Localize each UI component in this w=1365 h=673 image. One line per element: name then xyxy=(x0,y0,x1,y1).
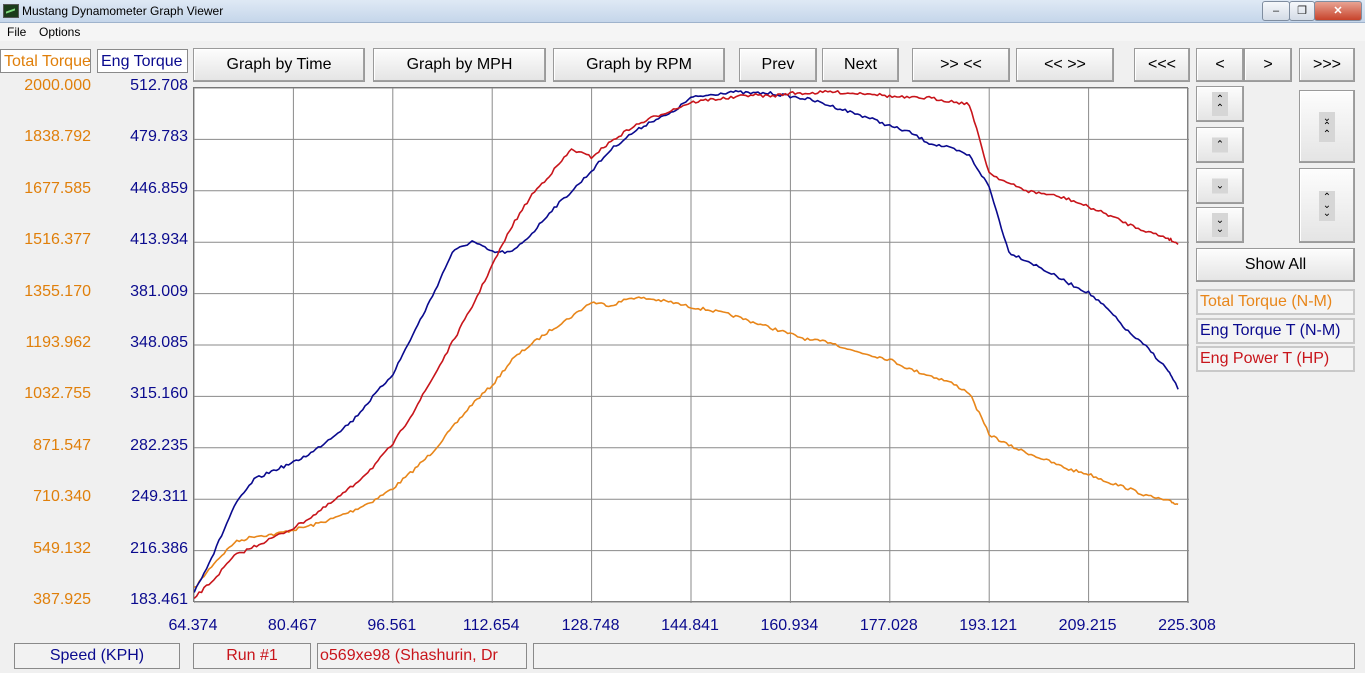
x-tick-label: 96.561 xyxy=(367,617,417,634)
status-extra xyxy=(533,643,1355,669)
right-tick-label: 216.386 xyxy=(130,539,188,557)
right-tick-label: 183.461 xyxy=(130,591,188,608)
x-tick-label: 112.654 xyxy=(462,617,520,634)
x-tick-label: 80.467 xyxy=(267,617,317,634)
run-label[interactable]: Run #1 xyxy=(193,643,311,669)
legend-eng-torque[interactable]: Eng Torque T (N-M) xyxy=(1196,318,1355,344)
title-bar: Mustang Dynamometer Graph Viewer – ❐ ✕ xyxy=(0,0,1365,23)
right-tick-label: 479.783 xyxy=(130,128,188,146)
menu-file[interactable]: File xyxy=(7,25,27,39)
series-line-3 xyxy=(193,89,1179,599)
next-button[interactable]: Next xyxy=(822,48,899,82)
right-tick-label: 282.235 xyxy=(130,436,188,454)
left-tick-label: 1838.792 xyxy=(24,128,91,146)
legend-total-torque[interactable]: Total Torque (N-M) xyxy=(1196,289,1355,315)
x-tick-label: 209.215 xyxy=(1058,617,1117,634)
right-tick-label: 249.311 xyxy=(131,488,188,506)
legend-eng-power[interactable]: Eng Power T (HP) xyxy=(1196,346,1355,372)
left-tick-label: 1516.377 xyxy=(24,231,91,249)
left-tick-label: 1677.585 xyxy=(24,179,91,197)
right-tick-label: 315.160 xyxy=(130,385,188,403)
series-line-2 xyxy=(193,89,1179,593)
right-tick-label: 512.708 xyxy=(130,77,188,94)
left-tick-label: 1032.755 xyxy=(24,385,91,403)
graph-by-time-button[interactable]: Graph by Time xyxy=(193,48,365,82)
window-title: Mustang Dynamometer Graph Viewer xyxy=(22,4,224,18)
left-tick-label: 710.340 xyxy=(33,488,91,506)
show-all-button[interactable]: Show All xyxy=(1196,248,1355,282)
left-axis-header[interactable]: Total Torque xyxy=(0,49,91,73)
menu-bar: File Options xyxy=(0,23,1365,41)
left-tick-label: 2000.000 xyxy=(24,77,91,94)
x-tick-label: 144.841 xyxy=(661,617,719,634)
zoom-in-y-icon: ⌄ ⌃ ⌃ xyxy=(1319,111,1335,142)
left-tick-label: 871.547 xyxy=(33,436,91,454)
scroll-up-button[interactable]: ⌃ xyxy=(1196,127,1244,163)
graph-by-mph-button[interactable]: Graph by MPH xyxy=(373,48,546,82)
left-tick-label: 387.925 xyxy=(33,591,91,608)
last-button[interactable]: >>> xyxy=(1299,48,1355,82)
scroll-down-button[interactable]: ⌄ xyxy=(1196,168,1244,204)
x-tick-label: 177.028 xyxy=(859,617,918,634)
menu-options[interactable]: Options xyxy=(39,25,81,39)
x-axis-label-box[interactable]: Speed (KPH) xyxy=(14,643,180,669)
x-tick-label: 64.374 xyxy=(168,617,218,634)
zoom-in-x-button[interactable]: >> << xyxy=(912,48,1010,82)
vehicle-label[interactable]: o569xe98 (Shashurin, Dr xyxy=(317,643,527,669)
right-tick-label: 381.009 xyxy=(130,282,188,300)
minimize-button[interactable]: – xyxy=(1262,1,1290,21)
first-button[interactable]: <<< xyxy=(1134,48,1190,82)
scroll-up-fast-button[interactable]: ⌃ ⌃ xyxy=(1196,86,1244,122)
x-tick-label: 160.934 xyxy=(760,617,819,634)
x-tick-label: 225.308 xyxy=(1158,617,1216,634)
back-button[interactable]: < xyxy=(1196,48,1244,82)
series-line-1 xyxy=(194,296,1179,588)
right-tick-label: 446.859 xyxy=(130,179,188,197)
left-tick-label: 549.132 xyxy=(33,539,91,557)
right-tick-label: 413.934 xyxy=(130,231,188,249)
left-tick-label: 1355.170 xyxy=(24,282,91,300)
graph-by-rpm-button[interactable]: Graph by RPM xyxy=(553,48,725,82)
zoom-out-x-button[interactable]: << >> xyxy=(1016,48,1114,82)
chevron-down-icon: ⌄ xyxy=(1212,178,1228,194)
app-icon xyxy=(3,4,19,18)
zoom-out-y-button[interactable]: ⌃ ⌄ ⌄ xyxy=(1299,168,1355,243)
prev-button[interactable]: Prev xyxy=(739,48,817,82)
right-axis-header[interactable]: Eng Torque xyxy=(97,49,188,73)
x-tick-label: 128.748 xyxy=(561,617,620,634)
close-button[interactable]: ✕ xyxy=(1314,1,1362,21)
zoom-in-y-button[interactable]: ⌄ ⌃ ⌃ xyxy=(1299,90,1355,163)
zoom-out-y-icon: ⌃ ⌄ ⌄ xyxy=(1319,190,1335,221)
plot-area[interactable] xyxy=(193,87,1189,603)
right-tick-label: 348.085 xyxy=(130,334,188,351)
forward-button[interactable]: > xyxy=(1244,48,1292,82)
maximize-button[interactable]: ❐ xyxy=(1289,1,1315,21)
chevron-up-icon: ⌃ xyxy=(1212,137,1228,153)
scroll-down-fast-button[interactable]: ⌄ ⌄ xyxy=(1196,207,1244,243)
double-chevron-down-icon: ⌄ ⌄ xyxy=(1212,213,1228,237)
chart-svg xyxy=(193,87,1189,603)
double-chevron-up-icon: ⌃ ⌃ xyxy=(1212,92,1228,116)
left-tick-label: 1193.962 xyxy=(25,334,91,351)
x-tick-label: 193.121 xyxy=(959,617,1018,634)
